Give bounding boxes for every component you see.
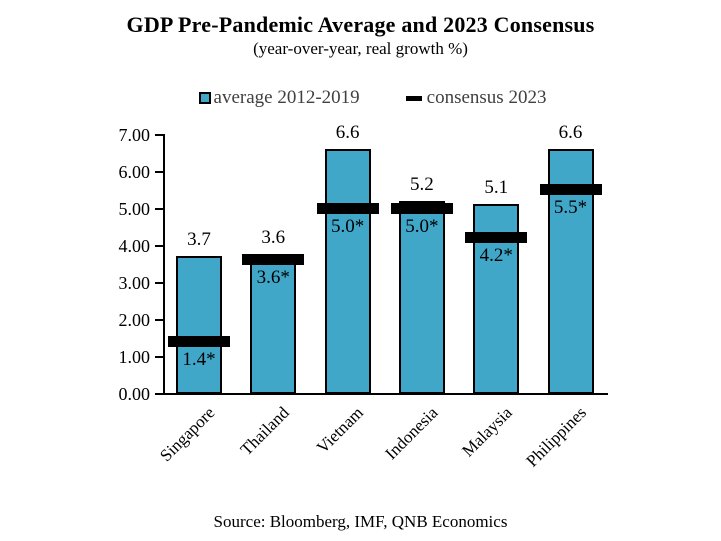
y-tick-label: 4.00 [118, 236, 151, 256]
average-square-icon [198, 92, 211, 104]
bar-value-label: 6.6 [558, 121, 583, 143]
consensus-dash [168, 335, 230, 347]
y-tick [155, 134, 163, 136]
chart-subtitle: (year-over-year, real growth %) [253, 39, 468, 58]
consensus-value-label: 1.4* [182, 348, 216, 370]
bar [250, 259, 297, 394]
consensus-value-label: 5.0* [405, 215, 439, 237]
y-tick-label: 7.00 [118, 125, 151, 145]
consensus-dash [539, 184, 602, 195]
bar [398, 200, 445, 394]
y-tick-label: 0.00 [118, 384, 151, 404]
chart-title: GDP Pre-Pandemic Average and 2023 Consen… [126, 12, 595, 37]
y-tick [155, 393, 163, 395]
consensus-value-label: 3.6* [256, 267, 290, 289]
y-tick-label: 3.00 [118, 273, 151, 293]
x-category-label: Indonesia [381, 403, 442, 464]
legend-label-average: average 2012-2019 [213, 87, 360, 108]
x-category-label: Malaysia [458, 403, 516, 461]
consensus-dash [390, 202, 453, 214]
x-category-label: Thailand [236, 403, 293, 460]
legend-item-average: average 2012-2019 [198, 87, 360, 109]
legend-label-consensus: consensus 2023 [426, 87, 547, 108]
x-axis-line [163, 393, 608, 395]
x-category-label: Vietnam [312, 403, 368, 458]
bar-value-label: 3.6 [261, 227, 286, 249]
bar-value-label: 5.2 [410, 173, 434, 195]
legend-item-consensus: consensus 2023 [405, 87, 547, 109]
consensus-dash [242, 254, 305, 266]
bar [176, 256, 222, 394]
bar [324, 148, 371, 394]
y-axis-line [163, 134, 165, 395]
consensus-value-label: 5.5* [553, 197, 588, 218]
y-tick [155, 282, 163, 284]
y-tick [155, 356, 163, 358]
x-category-label: Singapore [156, 403, 219, 466]
y-tick [155, 319, 163, 321]
source-note: Source: Bloomberg, IMF, QNB Economics [213, 512, 508, 531]
bar-value-label: 5.1 [484, 177, 509, 199]
y-tick-label: 5.00 [118, 199, 151, 219]
consensus-value-label: 5.0* [330, 215, 365, 237]
consensus-dash [316, 202, 379, 214]
y-tick-label: 6.00 [118, 162, 151, 182]
legend: average 2012-2019 consensus 2023 [0, 87, 721, 109]
consensus-dash [465, 232, 528, 244]
consensus-value-label: 4.2* [479, 245, 513, 267]
y-tick [155, 171, 163, 173]
y-tick [155, 208, 163, 210]
y-tick [155, 245, 163, 247]
y-tick-label: 1.00 [118, 347, 151, 367]
consensus-dash-icon [405, 95, 422, 101]
bar-value-label: 6.6 [335, 121, 360, 143]
y-tick-label: 2.00 [118, 310, 151, 330]
bar-value-label: 3.7 [187, 229, 211, 251]
x-category-label: Philippines [522, 403, 590, 471]
